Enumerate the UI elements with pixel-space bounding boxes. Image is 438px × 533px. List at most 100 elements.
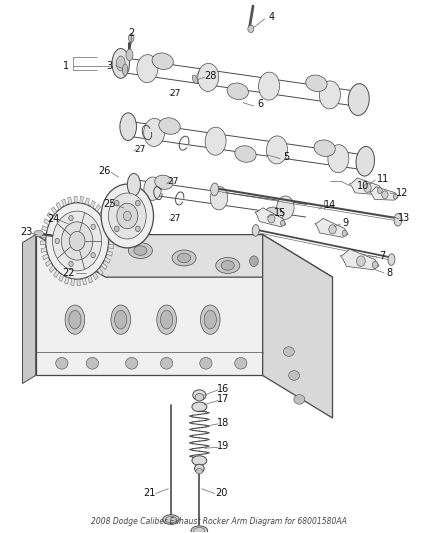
Ellipse shape <box>258 72 279 100</box>
Text: 27: 27 <box>167 177 179 186</box>
Ellipse shape <box>56 358 68 369</box>
Circle shape <box>250 256 258 266</box>
Ellipse shape <box>235 358 247 369</box>
Text: 21: 21 <box>143 488 155 498</box>
Circle shape <box>280 220 285 226</box>
Polygon shape <box>41 248 47 253</box>
Text: 27: 27 <box>135 145 146 154</box>
Polygon shape <box>77 279 80 286</box>
Ellipse shape <box>134 246 147 255</box>
Text: 9: 9 <box>343 218 349 228</box>
Ellipse shape <box>388 254 395 265</box>
Ellipse shape <box>172 250 196 266</box>
Ellipse shape <box>195 393 204 401</box>
Ellipse shape <box>144 177 161 200</box>
Ellipse shape <box>356 147 374 176</box>
Ellipse shape <box>196 469 203 474</box>
Ellipse shape <box>211 183 219 196</box>
Ellipse shape <box>266 136 287 164</box>
Ellipse shape <box>194 528 205 533</box>
Circle shape <box>382 191 388 199</box>
Polygon shape <box>108 244 113 249</box>
Polygon shape <box>74 196 77 203</box>
Polygon shape <box>85 198 90 205</box>
Circle shape <box>124 211 131 221</box>
Circle shape <box>69 231 85 251</box>
Circle shape <box>91 224 95 230</box>
Text: 10: 10 <box>357 181 369 191</box>
Circle shape <box>329 225 336 234</box>
Ellipse shape <box>152 53 173 69</box>
Circle shape <box>62 230 71 241</box>
Ellipse shape <box>34 230 43 237</box>
Ellipse shape <box>117 56 125 71</box>
Ellipse shape <box>69 310 81 329</box>
Polygon shape <box>56 203 61 209</box>
Circle shape <box>61 222 93 260</box>
Polygon shape <box>95 204 101 212</box>
Ellipse shape <box>162 515 179 524</box>
Ellipse shape <box>205 127 226 155</box>
Polygon shape <box>255 208 286 227</box>
Text: 28: 28 <box>204 71 216 81</box>
Text: 2008 Dodge Caliber Exhaust Rocker Arm Diagram for 68001580AA: 2008 Dodge Caliber Exhaust Rocker Arm Di… <box>91 517 347 526</box>
Ellipse shape <box>248 25 254 33</box>
Ellipse shape <box>128 243 152 259</box>
Polygon shape <box>104 257 110 263</box>
Polygon shape <box>99 209 105 216</box>
Polygon shape <box>109 237 114 241</box>
Ellipse shape <box>221 261 234 270</box>
Polygon shape <box>49 265 55 272</box>
Circle shape <box>135 226 140 232</box>
Ellipse shape <box>328 144 349 173</box>
Ellipse shape <box>115 310 127 329</box>
Text: 23: 23 <box>20 227 32 237</box>
Polygon shape <box>35 235 332 277</box>
Polygon shape <box>263 235 332 418</box>
Circle shape <box>372 261 378 269</box>
Ellipse shape <box>210 187 228 210</box>
Text: 17: 17 <box>217 394 230 405</box>
Polygon shape <box>42 225 48 231</box>
Text: 16: 16 <box>217 384 230 394</box>
Ellipse shape <box>127 173 141 196</box>
Polygon shape <box>59 274 64 281</box>
Polygon shape <box>107 229 113 235</box>
Circle shape <box>66 257 75 268</box>
Circle shape <box>55 238 60 244</box>
Text: 2: 2 <box>128 28 135 38</box>
Circle shape <box>53 211 102 271</box>
Ellipse shape <box>90 238 103 247</box>
Ellipse shape <box>192 456 207 465</box>
Text: 6: 6 <box>258 99 264 109</box>
Ellipse shape <box>200 358 212 369</box>
Polygon shape <box>80 197 84 203</box>
Polygon shape <box>35 235 263 375</box>
Ellipse shape <box>193 390 206 400</box>
Ellipse shape <box>126 358 138 369</box>
Circle shape <box>69 261 73 266</box>
Polygon shape <box>101 263 107 270</box>
Circle shape <box>135 200 140 206</box>
Text: 15: 15 <box>274 208 286 219</box>
Polygon shape <box>62 199 66 206</box>
Ellipse shape <box>85 235 109 251</box>
Polygon shape <box>88 276 92 283</box>
Text: 3: 3 <box>107 61 113 70</box>
Ellipse shape <box>177 253 191 263</box>
Circle shape <box>342 230 347 236</box>
Ellipse shape <box>201 305 220 334</box>
Ellipse shape <box>394 213 402 226</box>
Ellipse shape <box>86 358 99 369</box>
Ellipse shape <box>252 224 259 236</box>
Polygon shape <box>67 197 72 204</box>
Ellipse shape <box>123 64 128 76</box>
Polygon shape <box>41 233 46 238</box>
Ellipse shape <box>198 63 219 91</box>
Ellipse shape <box>128 34 134 42</box>
Ellipse shape <box>235 146 256 162</box>
Polygon shape <box>46 260 51 266</box>
Circle shape <box>101 184 153 248</box>
Circle shape <box>114 226 119 232</box>
Text: 8: 8 <box>386 268 392 278</box>
